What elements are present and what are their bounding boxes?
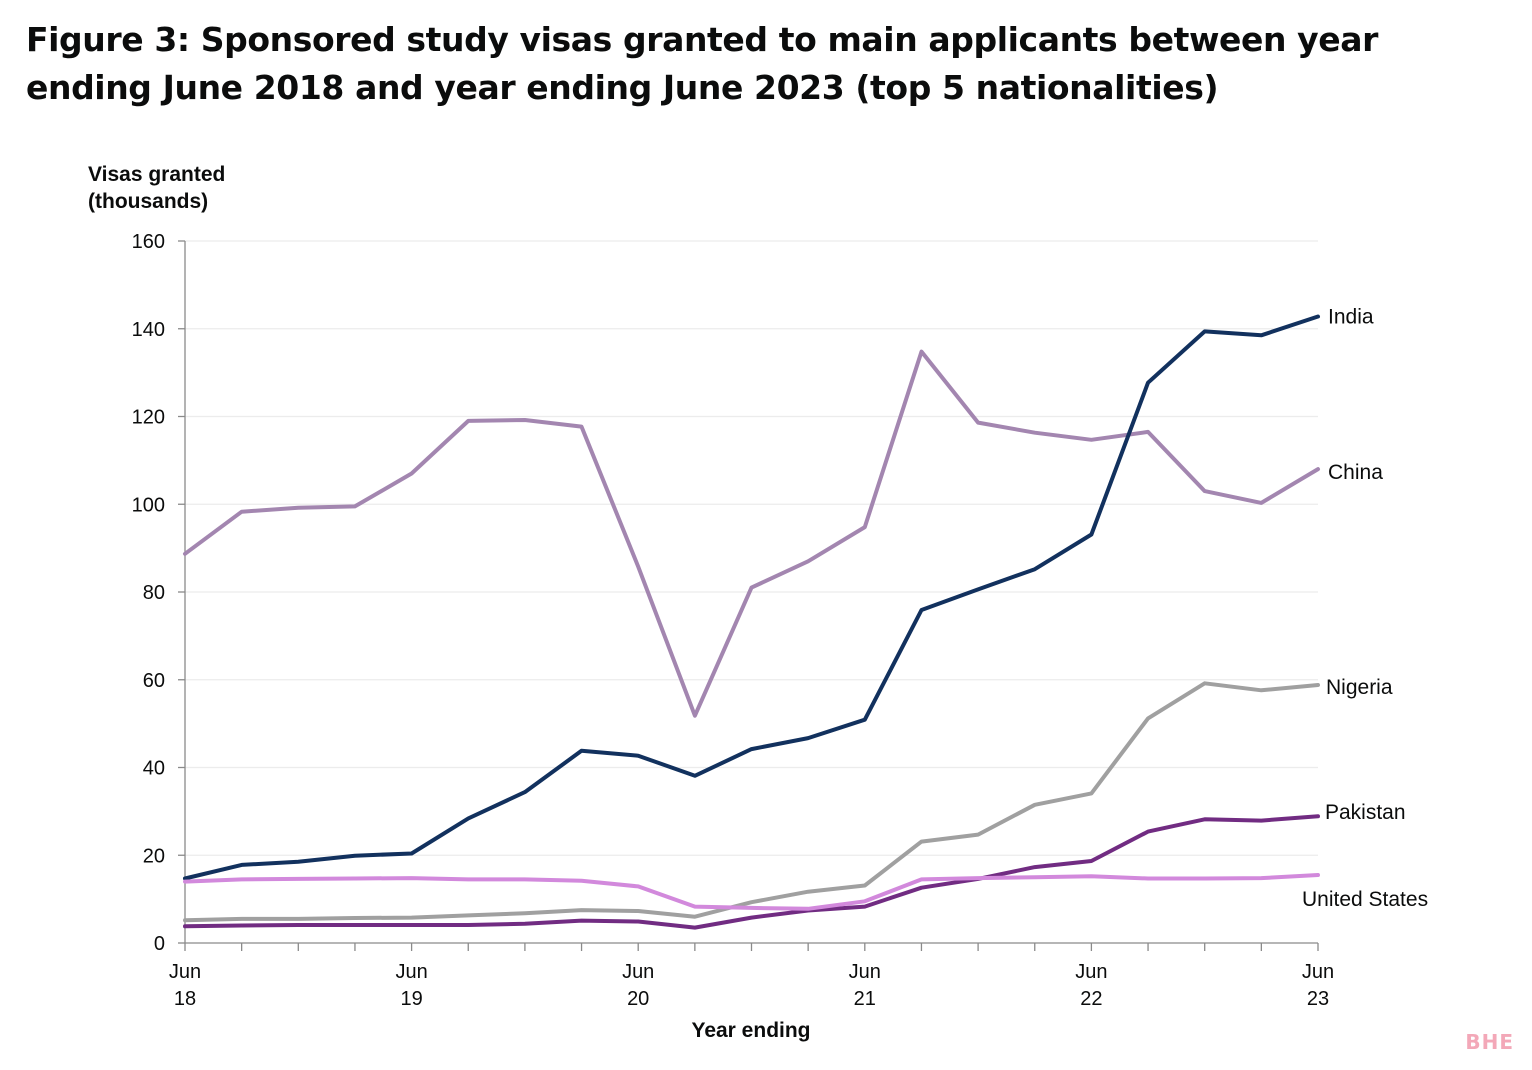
x-tick-label-year: 18: [174, 988, 196, 1010]
series-line-pakistan: [183, 814, 1320, 930]
x-tick-label-month: Jun: [849, 961, 881, 983]
x-tick-label-month: Jun: [622, 961, 654, 983]
series-line-india: [183, 314, 1320, 881]
y-tick-label-20: 20: [143, 845, 165, 867]
x-tick-label-month: Jun: [169, 961, 201, 983]
series-label-pakistan: Pakistan: [1325, 801, 1406, 824]
y-tick-label-80: 80: [143, 582, 165, 604]
y-axis-title-line-1: Visas granted: [88, 163, 225, 186]
x-tick-label-year: 20: [627, 988, 649, 1010]
series-label-china: China: [1328, 461, 1383, 484]
x-tick-label-year: 22: [1080, 988, 1102, 1010]
y-tick-label-40: 40: [143, 758, 165, 780]
y-tick-labels: 0 20 40 60 80 100 120 140 160: [132, 231, 185, 955]
x-axis-title: Year ending: [691, 1019, 810, 1042]
x-tick-label-year: 21: [854, 988, 876, 1010]
series-end-labels: China India Nigeria Pakistan United States: [1302, 305, 1428, 911]
y-tick-label-100: 100: [132, 494, 165, 516]
gridlines: [185, 240, 1318, 856]
series-line-nigeria: [183, 681, 1320, 923]
series-label-india: India: [1328, 305, 1374, 328]
series-label-united-states: United States: [1302, 888, 1428, 911]
x-tick-label-month: Jun: [395, 961, 427, 983]
y-axis-title-line-2: (thousands): [88, 190, 208, 213]
series-line-united-states: [183, 873, 1320, 911]
x-tick-label-month: Jun: [1302, 961, 1334, 983]
x-tick-label-year: 23: [1307, 988, 1329, 1010]
series-line-china: [183, 349, 1320, 718]
x-tick-label-month: Jun: [1075, 961, 1107, 983]
y-tick-label-140: 140: [132, 319, 165, 341]
series-lines: [183, 314, 1320, 930]
series-label-nigeria: Nigeria: [1326, 676, 1393, 699]
y-tick-label-60: 60: [143, 670, 165, 692]
y-tick-label-160: 160: [132, 231, 165, 253]
watermark-logo: BHE: [1465, 1030, 1514, 1054]
y-tick-label-120: 120: [132, 407, 165, 429]
x-tick-label-year: 19: [400, 988, 422, 1010]
y-tick-label-0: 0: [154, 933, 165, 955]
figure-title: Figure 3: Sponsored study visas granted …: [26, 20, 1379, 107]
x-tick-labels: Jun 18 Jun 19 Jun 20 Jun 21 Jun 22 Jun 23: [169, 943, 1334, 1010]
